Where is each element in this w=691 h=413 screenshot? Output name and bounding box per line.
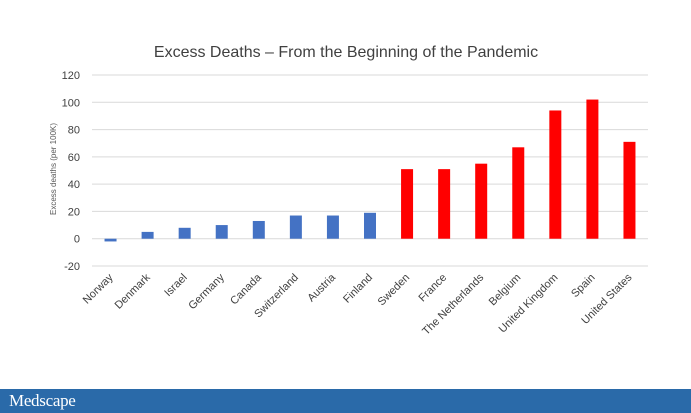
- x-tick-label: Israel: [162, 272, 190, 300]
- y-axis-label: Excess deaths (per 100K): [49, 123, 58, 215]
- bar: [178, 227, 191, 239]
- y-tick-label: 40: [68, 179, 80, 191]
- x-tick-label: Canada: [228, 271, 264, 307]
- medscape-logo: Medscape: [9, 391, 76, 410]
- bar: [586, 99, 599, 239]
- x-tick-label: France: [417, 272, 450, 305]
- y-tick-label: 20: [68, 206, 80, 218]
- y-tick-label: 0: [74, 234, 80, 246]
- bar: [326, 215, 339, 239]
- bar: [623, 141, 636, 239]
- excess-deaths-chart: Excess Deaths – From the Beginning of th…: [49, 44, 648, 338]
- chart-title: Excess Deaths – From the Beginning of th…: [154, 44, 538, 61]
- y-tick-label: 100: [62, 97, 80, 109]
- bar: [215, 225, 228, 239]
- y-tick-label: 60: [68, 152, 80, 164]
- y-tick-label: 80: [68, 125, 80, 137]
- bar: [104, 238, 117, 242]
- bar: [141, 231, 154, 239]
- x-tick-label: Spain: [569, 272, 597, 300]
- bar: [512, 147, 525, 239]
- x-tick-label: Finland: [341, 272, 375, 306]
- bar: [549, 110, 562, 239]
- x-tick-label: Norway: [81, 271, 116, 306]
- x-tick-label: Belgium: [487, 272, 524, 309]
- bar: [438, 169, 451, 239]
- x-tick-label: Germany: [186, 271, 227, 312]
- y-tick-label: 120: [62, 70, 80, 82]
- x-tick-label: Denmark: [113, 271, 153, 311]
- bar: [364, 212, 376, 239]
- footer-bar: Medscape: [0, 389, 691, 413]
- y-tick-label: -20: [64, 261, 80, 273]
- x-tick-label: Sweden: [376, 272, 413, 309]
- bar: [252, 220, 265, 239]
- x-tick-label: Austria: [305, 271, 338, 304]
- bar: [289, 215, 302, 239]
- bar: [401, 169, 414, 239]
- bar: [475, 163, 488, 239]
